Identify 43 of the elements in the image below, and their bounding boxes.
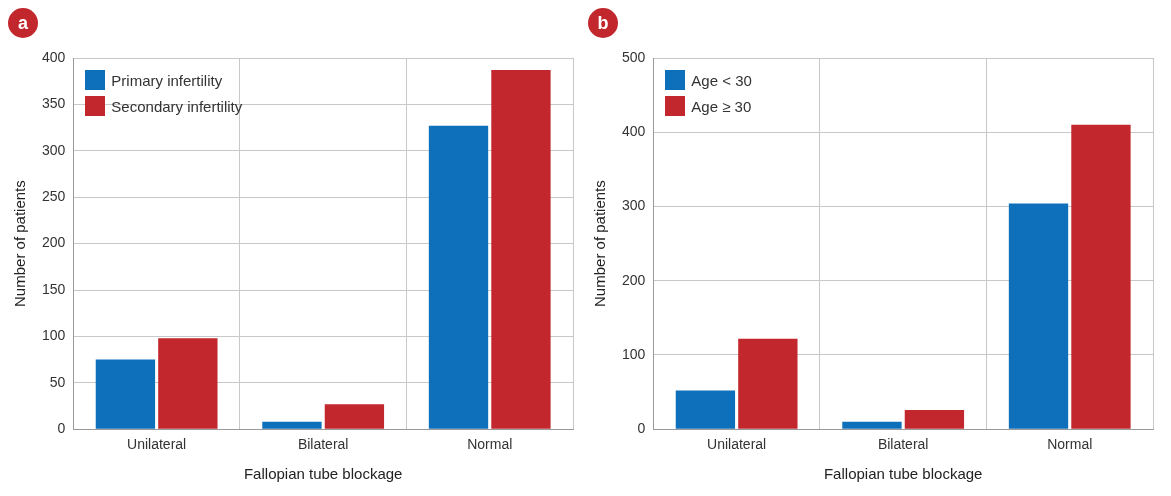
bar xyxy=(262,421,322,429)
bar xyxy=(428,125,489,429)
x-tick-label: Normal xyxy=(1047,436,1093,453)
bar xyxy=(675,390,736,429)
y-tick-label: 0 xyxy=(57,420,66,437)
y-tick-label: 500 xyxy=(622,48,646,65)
x-tick-label: Normal xyxy=(467,436,513,453)
legend-label: Age < 30 xyxy=(691,71,752,89)
bar xyxy=(324,404,385,429)
x-tick-label: Bilateral xyxy=(877,436,929,453)
bar xyxy=(1071,124,1131,429)
x-tick-label: Bilateral xyxy=(297,436,349,453)
x-tick-label: Unilateral xyxy=(707,436,767,453)
y-tick-label: 400 xyxy=(622,123,646,140)
y-tick-label: 200 xyxy=(622,271,646,288)
y-tick-label: 350 xyxy=(42,95,66,112)
y-tick-label: 50 xyxy=(49,373,66,390)
bar xyxy=(95,359,156,429)
x-axis-title: Fallopian tube blockage xyxy=(823,465,983,483)
legend-label: Age ≥ 30 xyxy=(691,97,752,115)
bar xyxy=(1008,203,1069,429)
chart-title: a xyxy=(8,8,38,38)
y-tick-label: 100 xyxy=(622,345,646,362)
y-tick-label: 250 xyxy=(42,188,66,205)
y-tick-label: 300 xyxy=(42,141,66,158)
x-axis-title: Fallopian tube blockage xyxy=(243,465,403,483)
y-axis-title: Number of patients xyxy=(11,180,29,307)
y-tick-label: 0 xyxy=(637,420,646,437)
bar xyxy=(842,421,902,429)
bar xyxy=(904,409,965,429)
bar xyxy=(738,338,798,429)
y-axis-title: Number of patients xyxy=(591,180,609,307)
x-tick-label: Unilateral xyxy=(127,436,187,453)
bar xyxy=(491,70,551,429)
bar xyxy=(158,338,218,429)
y-tick-label: 200 xyxy=(42,234,66,251)
y-tick-label: 300 xyxy=(622,197,646,214)
y-tick-label: 100 xyxy=(42,327,66,344)
legend-label: Secondary infertility xyxy=(111,97,243,115)
chart-title: b xyxy=(588,8,618,38)
y-tick-label: 150 xyxy=(42,280,66,297)
legend-label: Primary infertility xyxy=(111,71,223,89)
y-tick-label: 400 xyxy=(42,48,66,65)
